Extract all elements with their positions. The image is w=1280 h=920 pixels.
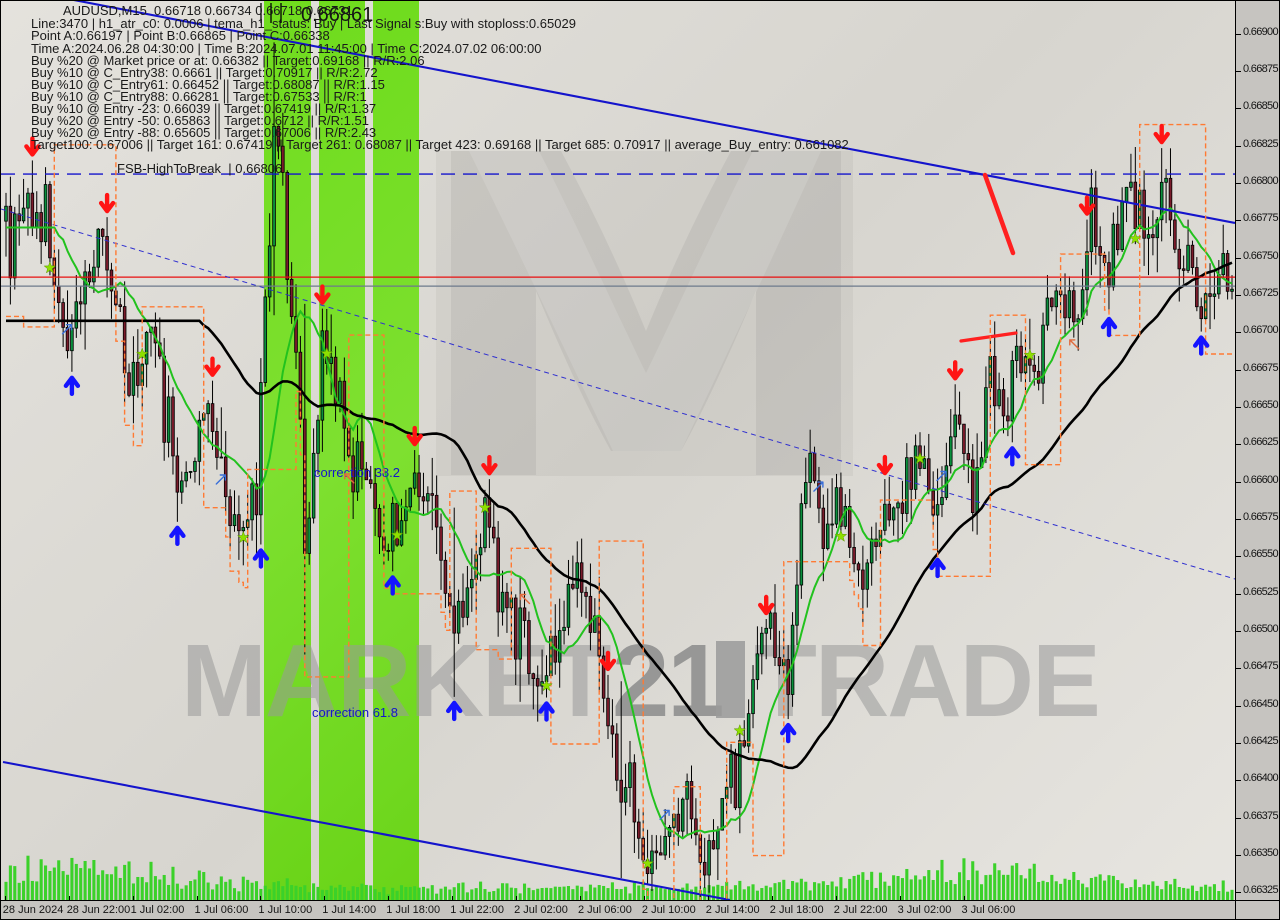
svg-text:correction 38.2: correction 38.2 <box>314 465 400 480</box>
svg-text:correction 61.8: correction 61.8 <box>312 705 398 720</box>
